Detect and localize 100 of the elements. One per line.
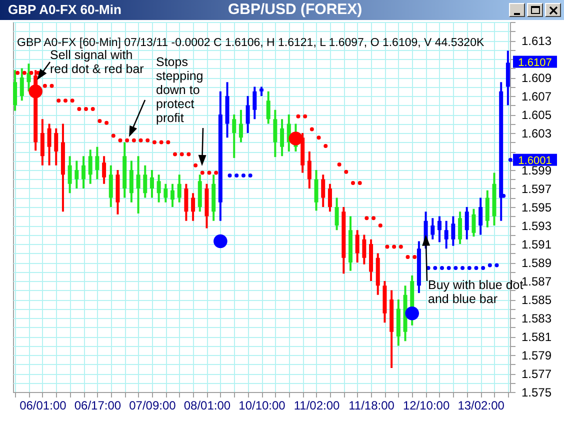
point [433, 266, 438, 270]
point [385, 244, 390, 249]
point [22, 70, 26, 75]
point [104, 120, 109, 125]
point [90, 106, 95, 111]
candlestick [334, 196, 339, 232]
point [84, 106, 88, 111]
y-tick-label: 1.613 [522, 34, 552, 48]
y-tick-label: 1.595 [522, 200, 552, 214]
candlestick [444, 220, 448, 250]
candlestick [260, 86, 264, 97]
point [372, 216, 376, 220]
point [296, 114, 300, 118]
point [42, 84, 47, 88]
point [166, 140, 170, 144]
candlestick [164, 182, 168, 204]
point [16, 70, 20, 75]
point [207, 170, 212, 175]
annotation: Buy with blue dot and blue bar [428, 278, 524, 306]
x-tick-label: 06/17:00 [74, 398, 122, 412]
candlestick [150, 169, 154, 199]
point [474, 266, 478, 270]
candlestick [74, 160, 79, 190]
point [214, 170, 218, 175]
y-tick-label: 1.579 [522, 348, 552, 362]
candlestick [464, 206, 469, 240]
point [446, 266, 451, 270]
candlestick [430, 217, 435, 240]
candlestick [437, 215, 442, 244]
x-tick-label: 12/10:00 [402, 398, 450, 412]
point [350, 180, 355, 185]
candlestick [47, 122, 52, 166]
candlestick [82, 155, 86, 190]
point [310, 127, 314, 132]
point [138, 138, 143, 142]
x-tick-label: 10/10:00 [238, 398, 286, 412]
point [111, 134, 116, 138]
y-tick-label: 1.603 [522, 126, 552, 140]
point [180, 152, 184, 156]
candlestick [238, 108, 243, 144]
point [63, 98, 68, 103]
candlestick [68, 155, 72, 194]
point [146, 138, 150, 142]
y-tick-label: 1.583 [522, 312, 552, 326]
candlestick [485, 189, 490, 228]
candlestick [355, 229, 360, 264]
candlestick [40, 118, 44, 166]
point [173, 152, 178, 156]
candlestick [108, 164, 113, 208]
point [412, 254, 417, 259]
chart-subtitle: GBP/USD (FOREX) [228, 1, 362, 18]
candlestick [472, 208, 476, 238]
candlestick [88, 148, 92, 185]
annotation: Sell signal with red dot & red bar [50, 48, 144, 76]
point [98, 118, 102, 123]
point [378, 224, 382, 228]
point [494, 263, 499, 268]
candlestick [478, 196, 483, 236]
point [50, 84, 54, 88]
candlestick [246, 95, 250, 134]
candlestick [54, 127, 58, 166]
point [392, 244, 396, 249]
point [488, 263, 492, 268]
point [303, 114, 308, 118]
candlestick [252, 86, 257, 120]
annotation: Stops stepping down to protect profit [156, 55, 204, 125]
x-tick-label: 07/09:00 [129, 398, 176, 412]
point [248, 174, 252, 178]
point [241, 174, 246, 178]
candlestick [143, 164, 148, 199]
annotation: GBP A0-FX [60-Min] 07/13/11 -0.0002 C 1.6106, H 1.6121, L 1.6097, O 1.6109, V 44.5320K [17, 37, 484, 49]
point [508, 158, 512, 162]
x-tick-label: 13/02:00 [458, 398, 505, 412]
candlestick [191, 192, 196, 222]
x-tick-label: 11/18:00 [348, 398, 395, 412]
point [344, 170, 348, 174]
candlestick [170, 182, 175, 208]
point [440, 266, 444, 270]
point [398, 244, 403, 249]
point [481, 266, 486, 270]
point [186, 152, 191, 156]
point [467, 266, 472, 270]
x-tick-label: 06/01:00 [20, 398, 67, 412]
candlestick [177, 174, 182, 204]
y-tick-label: 1.597 [522, 182, 552, 196]
point [118, 138, 122, 142]
y-tick-label: 1.593 [522, 219, 552, 233]
candlestick [266, 90, 270, 125]
candlestick [95, 146, 100, 180]
text: 1.6107 [518, 56, 552, 69]
candlestick [328, 182, 332, 213]
candlestick [451, 215, 456, 247]
point [234, 174, 239, 178]
candlestick [280, 118, 284, 158]
point [132, 138, 136, 142]
candlestick [458, 210, 462, 245]
point [70, 98, 74, 103]
y-tick-label: 1.575 [522, 386, 552, 400]
candlestick [156, 174, 161, 204]
point [460, 266, 465, 270]
